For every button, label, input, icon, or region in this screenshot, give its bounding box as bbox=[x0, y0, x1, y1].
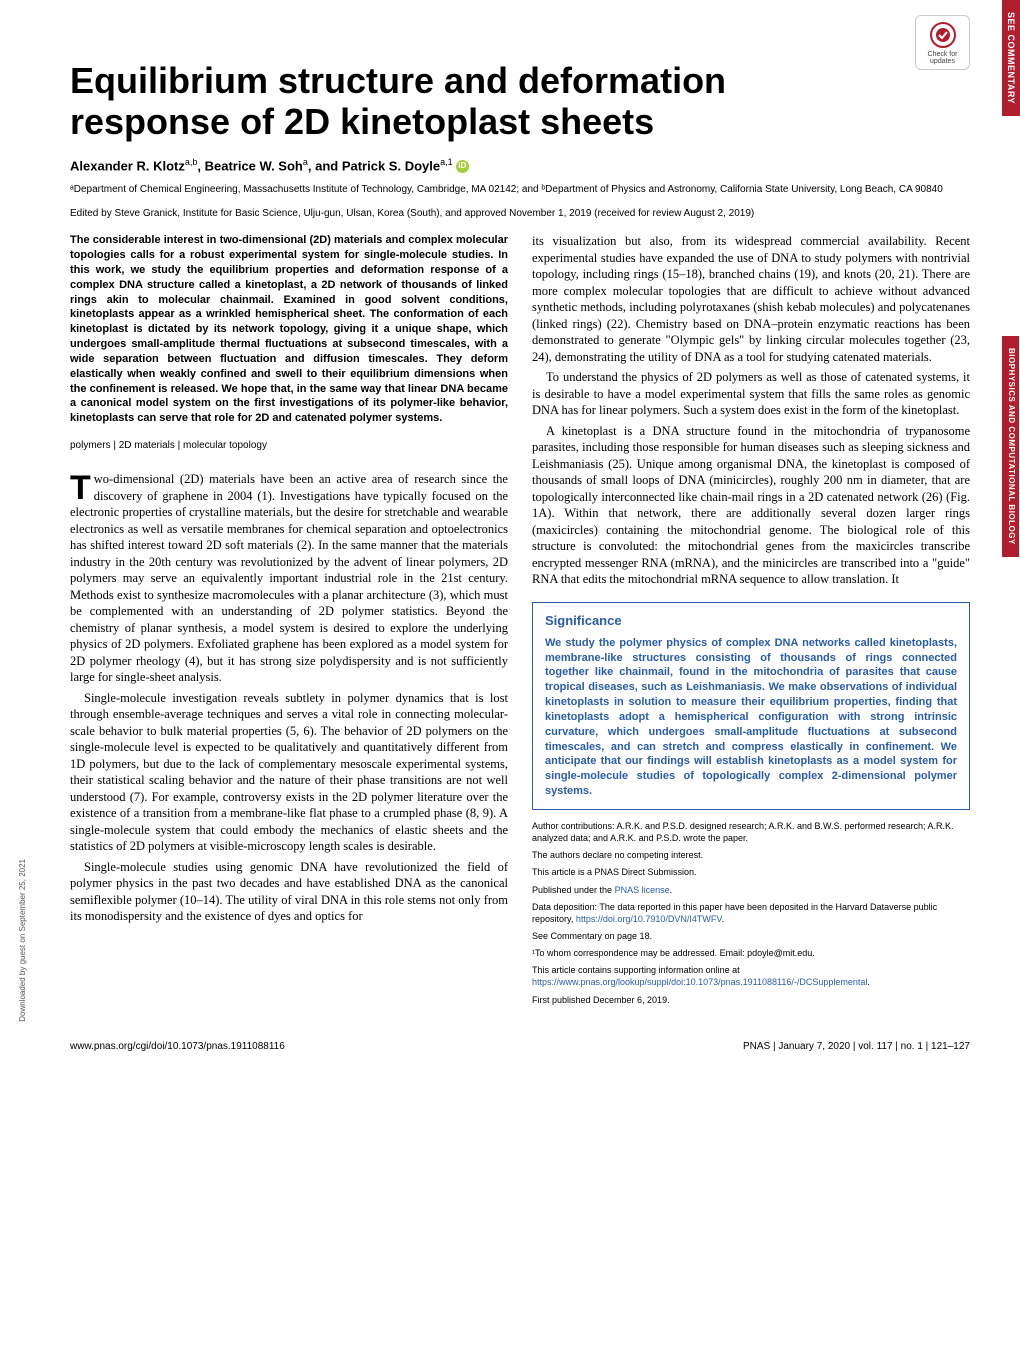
authors: Alexander R. Klotza,b, Beatrice W. Soh a,… bbox=[70, 157, 970, 173]
fn-suppl: This article contains supporting informa… bbox=[532, 964, 970, 988]
abstract: The considerable interest in two-dimensi… bbox=[70, 233, 508, 426]
author-2: , Beatrice W. Soh bbox=[197, 158, 302, 173]
body-p3: Single-molecule studies using genomic DN… bbox=[70, 859, 508, 925]
significance-box: Significance We study the polymer physic… bbox=[532, 602, 970, 810]
footer: www.pnas.org/cgi/doi/10.1073/pnas.191108… bbox=[70, 1035, 970, 1052]
check-updates-icon bbox=[929, 21, 957, 49]
downloaded-stamp: Downloaded by guest on September 25, 202… bbox=[18, 859, 27, 1022]
body-col2-p1: its visualization but also, from its wid… bbox=[532, 233, 970, 365]
significance-title: Significance bbox=[545, 613, 957, 628]
fn-submission: This article is a PNAS Direct Submission… bbox=[532, 866, 970, 878]
author-1-aff: a,b bbox=[185, 157, 198, 167]
fn-correspondence: ¹To whom correspondence may be addressed… bbox=[532, 947, 970, 959]
affiliations: ᵃDepartment of Chemical Engineering, Mas… bbox=[70, 183, 970, 196]
author-3-aff: a,1 bbox=[440, 157, 453, 167]
license-link[interactable]: PNAS license bbox=[615, 885, 670, 895]
body-p1: wo-dimensional (2D) materials have been … bbox=[70, 472, 508, 684]
orcid-icon[interactable] bbox=[456, 160, 469, 173]
author-1: Alexander R. Klotz bbox=[70, 158, 185, 173]
check-updates-text-1: Check for bbox=[928, 51, 958, 58]
significance-body: We study the polymer physics of complex … bbox=[545, 636, 957, 799]
fn-published: First published December 6, 2019. bbox=[532, 994, 970, 1006]
category-tab: BIOPHYSICS AND COMPUTATIONAL BIOLOGY bbox=[1002, 336, 1019, 557]
body-col1: Two-dimensional (2D) materials have been… bbox=[70, 471, 508, 925]
suppl-link[interactable]: https://www.pnas.org/lookup/suppl/doi:10… bbox=[532, 977, 867, 987]
body-col2: its visualization but also, from its wid… bbox=[532, 233, 970, 588]
footnotes: Author contributions: A.R.K. and P.S.D. … bbox=[532, 820, 970, 1006]
fn-deposition: Data deposition: The data reported in th… bbox=[532, 901, 970, 925]
body-col2-p2: To understand the physics of 2D polymers… bbox=[532, 369, 970, 419]
dropcap: T bbox=[70, 471, 94, 503]
fn-commentary: See Commentary on page 18. bbox=[532, 930, 970, 942]
deposition-link[interactable]: https://doi.org/10.7910/DVN/I4TWFV bbox=[576, 914, 722, 924]
fn-license: Published under the PNAS license. bbox=[532, 884, 970, 896]
editor-line: Edited by Steve Granick, Institute for B… bbox=[70, 208, 970, 219]
side-tabs: SEE COMMENTARY BIOPHYSICS AND COMPUTATIO… bbox=[1002, 0, 1020, 557]
footer-right: PNAS | January 7, 2020 | vol. 117 | no. … bbox=[743, 1041, 970, 1052]
fn-competing: The authors declare no competing interes… bbox=[532, 849, 970, 861]
keywords: polymers | 2D materials | molecular topo… bbox=[70, 440, 508, 451]
check-updates-text-2: updates bbox=[930, 58, 955, 65]
body-col2-p3: A kinetoplast is a DNA structure found i… bbox=[532, 423, 970, 588]
fn-contributions: Author contributions: A.R.K. and P.S.D. … bbox=[532, 820, 970, 844]
article-title: Equilibrium structure and deformation re… bbox=[70, 60, 970, 143]
body-p2: Single-molecule investigation reveals su… bbox=[70, 690, 508, 855]
check-updates-badge[interactable]: Check for updates bbox=[915, 15, 970, 70]
commentary-tab: SEE COMMENTARY bbox=[1002, 0, 1020, 116]
doi-link[interactable]: www.pnas.org/cgi/doi/10.1073/pnas.191108… bbox=[70, 1041, 285, 1052]
author-3: , and Patrick S. Doyle bbox=[308, 158, 440, 173]
